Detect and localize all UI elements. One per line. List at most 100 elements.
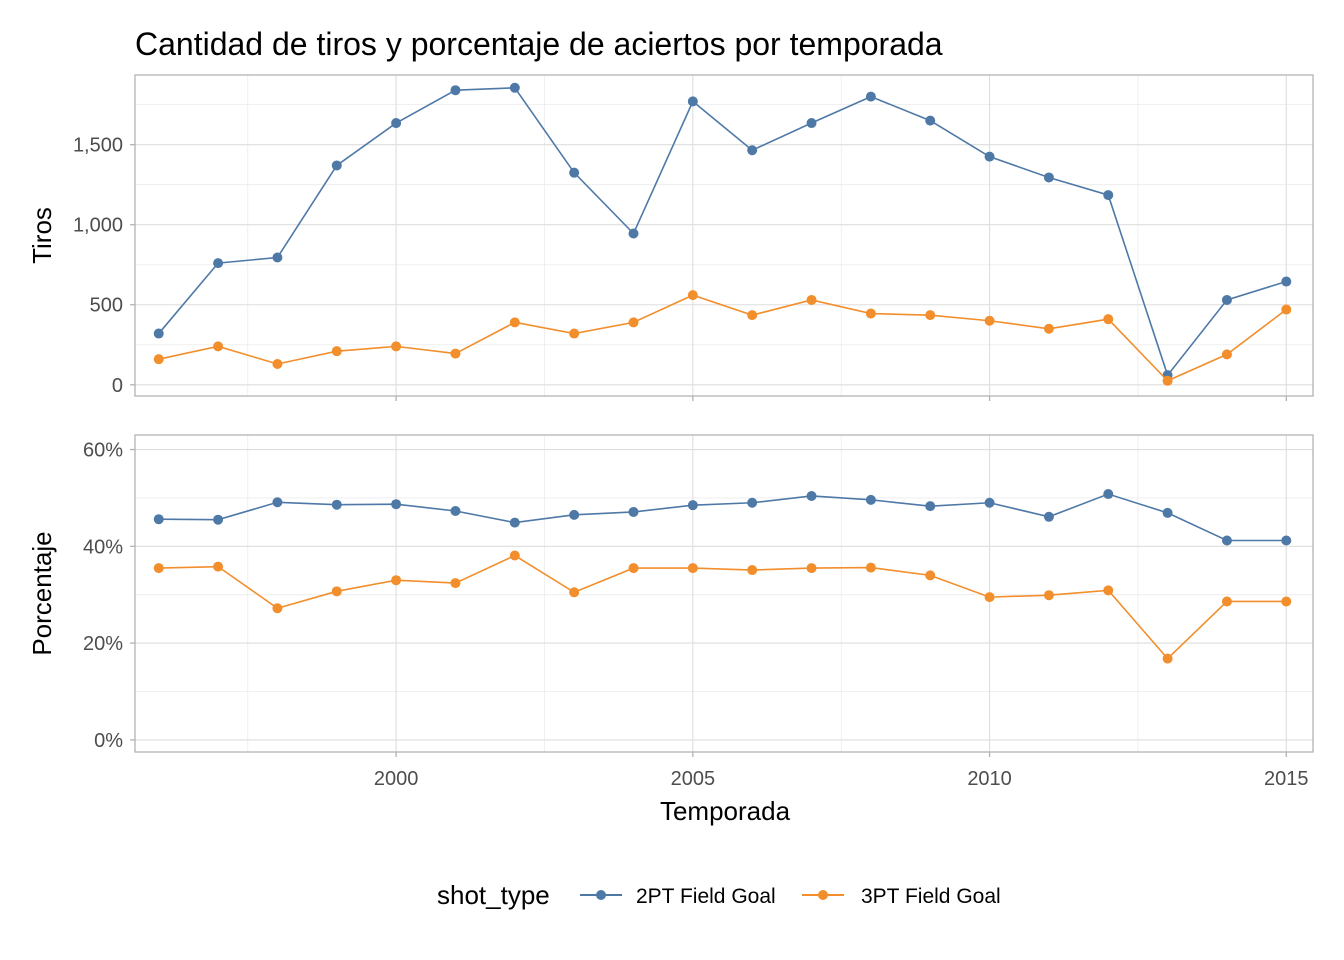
data-point xyxy=(1221,596,1232,607)
x-tick-label: 2015 xyxy=(1264,768,1309,790)
data-point xyxy=(628,317,639,328)
data-point xyxy=(391,499,402,510)
data-point xyxy=(1043,172,1054,183)
data-point xyxy=(628,506,639,517)
data-point xyxy=(450,505,461,516)
plot-panels: 0 500 1,000 1,500 Tiros 0% 20% 40% 60% Porcentaje… xyxy=(27,74,1314,790)
data-point xyxy=(331,160,342,171)
data-point xyxy=(984,497,995,508)
y-tick-label: 1,000 xyxy=(73,215,123,237)
data-point xyxy=(806,294,817,305)
data-point xyxy=(1221,294,1232,305)
chart-title: Cantidad de tiros y porcentaje de aciert… xyxy=(135,26,943,62)
data-point xyxy=(569,328,580,339)
x-tick-label: 2005 xyxy=(671,768,716,790)
data-point xyxy=(687,96,698,107)
legend-key-point xyxy=(818,890,828,900)
data-point xyxy=(687,290,698,301)
legend-label: 3PT Field Goal xyxy=(861,885,1001,908)
data-point xyxy=(153,354,164,365)
panel-border xyxy=(134,74,1314,397)
y-tick-label: 0% xyxy=(94,730,123,752)
data-point xyxy=(1281,596,1292,607)
y-tick-label: 60% xyxy=(83,440,123,462)
data-point xyxy=(213,341,224,352)
data-point xyxy=(865,91,876,102)
legend-items: 2PT Field Goal 3PT Field Goal xyxy=(580,885,1001,908)
data-point xyxy=(628,563,639,574)
data-point xyxy=(569,509,580,520)
data-point xyxy=(153,328,164,339)
data-point xyxy=(272,497,283,508)
data-point xyxy=(213,561,224,572)
data-point xyxy=(509,82,520,93)
data-point xyxy=(272,603,283,614)
data-point xyxy=(984,151,995,162)
data-point xyxy=(925,115,936,126)
y-tick-label: 40% xyxy=(83,536,123,558)
data-point xyxy=(153,514,164,525)
data-point xyxy=(391,118,402,129)
data-point xyxy=(806,563,817,574)
data-point xyxy=(153,563,164,574)
data-point xyxy=(865,494,876,505)
data-point xyxy=(628,228,639,239)
legend-key-point xyxy=(596,890,606,900)
panel-border xyxy=(134,434,1314,753)
legend-item: 2PT Field Goal xyxy=(580,885,776,908)
data-point xyxy=(925,501,936,512)
x-tick-label: 2000 xyxy=(374,768,419,790)
data-point xyxy=(331,586,342,597)
legend: shot_type 2PT Field Goal 3PT Field Goal xyxy=(437,880,1001,910)
y-axis-title: Porcentaje xyxy=(27,531,57,655)
data-point xyxy=(984,592,995,603)
data-point xyxy=(331,346,342,357)
data-point xyxy=(509,317,520,328)
data-point xyxy=(687,500,698,511)
data-point xyxy=(450,348,461,359)
data-point xyxy=(687,563,698,574)
x-axis-title: Temporada xyxy=(660,796,791,826)
data-point xyxy=(1103,190,1114,201)
data-point xyxy=(806,118,817,129)
y-tick-label: 500 xyxy=(90,295,123,317)
data-point xyxy=(747,145,758,156)
data-point xyxy=(1281,304,1292,315)
panel-1: 0 500 1,000 1,500 Tiros xyxy=(27,74,1314,401)
y-axis-title: Tiros xyxy=(27,207,57,264)
data-point xyxy=(925,310,936,321)
data-point xyxy=(213,258,224,269)
data-point xyxy=(213,514,224,525)
y-tick-label: 0 xyxy=(112,375,123,397)
data-point xyxy=(747,310,758,321)
data-point xyxy=(1162,653,1173,664)
series-line-3pt-field-goal xyxy=(158,294,1287,382)
data-point xyxy=(1103,314,1114,325)
data-point xyxy=(391,341,402,352)
legend-item: 3PT Field Goal xyxy=(802,885,1001,908)
data-point xyxy=(806,490,817,501)
data-point xyxy=(1221,349,1232,360)
data-point xyxy=(1162,507,1173,518)
series-line-2pt-field-goal xyxy=(158,493,1287,542)
data-point xyxy=(747,497,758,508)
legend-title: shot_type xyxy=(437,880,550,910)
legend-label: 2PT Field Goal xyxy=(636,885,776,908)
series-line-2pt-field-goal xyxy=(158,86,1287,377)
data-point xyxy=(925,570,936,581)
data-point xyxy=(1103,585,1114,596)
y-tick-label: 20% xyxy=(83,633,123,655)
data-point xyxy=(747,565,758,576)
data-point xyxy=(1043,511,1054,522)
data-point xyxy=(272,358,283,369)
data-point xyxy=(865,308,876,319)
data-point xyxy=(984,315,995,326)
data-point xyxy=(1162,375,1173,386)
data-point xyxy=(1221,535,1232,546)
data-point xyxy=(509,517,520,528)
panel-2: 0% 20% 40% 60% Porcentaje xyxy=(27,434,1314,757)
data-point xyxy=(272,252,283,263)
data-point xyxy=(1043,590,1054,601)
y-tick-label: 1,500 xyxy=(73,135,123,157)
